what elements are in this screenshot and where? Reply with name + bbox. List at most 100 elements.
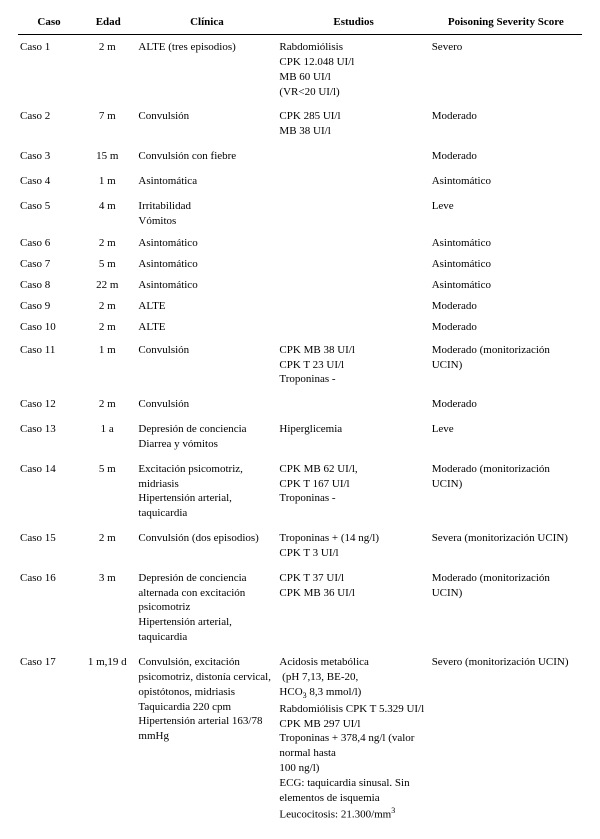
cell-caso: Caso 12 [18, 392, 80, 417]
cell-clinica: Excitación psicomotriz, midriasisHiperte… [136, 457, 277, 526]
cell-edad: 1 m,19 d [80, 650, 136, 827]
cell-score: Moderado (monitorización UCIN) [430, 566, 582, 650]
table-row: Caso 75 mAsintomáticoAsintomático [18, 254, 582, 275]
cell-score: Severa (monitorización UCIN) [430, 526, 582, 566]
cell-estudios [277, 296, 429, 317]
cell-caso: Caso 4 [18, 169, 80, 194]
cell-caso: Caso 6 [18, 233, 80, 254]
table-row: Caso 315 mConvulsión con fiebre Moderado [18, 144, 582, 169]
table-row: Caso 111 mConvulsiónCPK MB 38 UI/lCPK T … [18, 338, 582, 393]
cell-score: Asintomático [430, 254, 582, 275]
cell-estudios [277, 144, 429, 169]
cell-edad: 3 m [80, 566, 136, 650]
cell-estudios [277, 317, 429, 338]
cell-clinica: ALTE [136, 296, 277, 317]
table-row: Caso 54 mIrritabilidadVómitos Leve [18, 194, 582, 234]
cell-score: Moderado [430, 392, 582, 417]
cell-edad: 1 m [80, 169, 136, 194]
cell-caso: Caso 3 [18, 144, 80, 169]
cell-edad: 4 m [80, 194, 136, 234]
cell-caso: Caso 8 [18, 275, 80, 296]
cell-estudios [277, 194, 429, 234]
cell-clinica: ALTE (tres episodios) [136, 35, 277, 105]
cell-clinica: IrritabilidadVómitos [136, 194, 277, 234]
col-caso: Caso [18, 12, 80, 35]
cell-caso: Caso 5 [18, 194, 80, 234]
cell-score: Moderado (monitorización UCIN) [430, 457, 582, 526]
cell-score: Leve [430, 194, 582, 234]
cell-score: Severo [430, 35, 582, 105]
cell-edad: 5 m [80, 457, 136, 526]
cell-estudios [277, 233, 429, 254]
cell-clinica: Convulsión, excitación psicomotriz, dist… [136, 650, 277, 827]
table-row: Caso 102 mALTE Moderado [18, 317, 582, 338]
cell-clinica: Asintomática [136, 169, 277, 194]
cell-estudios: Troponinas + (14 ng/l)CPK T 3 UI/l [277, 526, 429, 566]
cell-score: Leve [430, 417, 582, 457]
cell-caso: Caso 17 [18, 650, 80, 827]
cell-estudios: CPK 285 UI/lMB 38 UI/l [277, 104, 429, 144]
cell-caso: Caso 14 [18, 457, 80, 526]
table-row: Caso 171 m,19 dConvulsión, excitación ps… [18, 650, 582, 827]
cell-edad: 15 m [80, 144, 136, 169]
cell-edad: 1 m [80, 338, 136, 393]
table-row: Caso 163 mDepresión de conciencia altern… [18, 566, 582, 650]
cell-score: Moderado [430, 317, 582, 338]
table-row: Caso 131 aDepresión de concienciaDiarrea… [18, 417, 582, 457]
cell-edad: 2 m [80, 317, 136, 338]
cell-score: Asintomático [430, 275, 582, 296]
cell-score: Asintomático [430, 233, 582, 254]
cell-caso: Caso 7 [18, 254, 80, 275]
cell-edad: 1 a [80, 417, 136, 457]
cell-clinica: Asintomático [136, 275, 277, 296]
cell-clinica: Depresión de concienciaDiarrea y vómitos [136, 417, 277, 457]
cell-estudios [277, 392, 429, 417]
cell-estudios: Hiperglicemia [277, 417, 429, 457]
cell-caso: Caso 2 [18, 104, 80, 144]
table-row: Caso 822 mAsintomáticoAsintomático [18, 275, 582, 296]
table-row: Caso 27 mConvulsiónCPK 285 UI/lMB 38 UI/… [18, 104, 582, 144]
table-row: Caso 122 mConvulsiónModerado [18, 392, 582, 417]
cell-estudios: CPK MB 38 UI/lCPK T 23 UI/lTroponinas - [277, 338, 429, 393]
table-row: Caso 41 mAsintomática Asintomático [18, 169, 582, 194]
cell-caso: Caso 15 [18, 526, 80, 566]
table-row: Caso 152 mConvulsión (dos episodios)Trop… [18, 526, 582, 566]
cell-score: Asintomático [430, 169, 582, 194]
cell-caso: Caso 9 [18, 296, 80, 317]
cell-score: Severo (monitorización UCIN) [430, 650, 582, 827]
cell-caso: Caso 10 [18, 317, 80, 338]
cell-score: Moderado [430, 144, 582, 169]
cell-caso: Caso 1 [18, 35, 80, 105]
cell-edad: 5 m [80, 254, 136, 275]
cell-edad: 2 m [80, 392, 136, 417]
cell-clinica: Asintomático [136, 233, 277, 254]
table-row: Caso 62 mAsintomáticoAsintomático [18, 233, 582, 254]
cases-table: Caso Edad Clínica Estudios Poisoning Sev… [18, 12, 582, 827]
cell-score: Moderado [430, 104, 582, 144]
cell-estudios: CPK T 37 UI/lCPK MB 36 UI/l [277, 566, 429, 650]
cell-caso: Caso 16 [18, 566, 80, 650]
cell-edad: 2 m [80, 296, 136, 317]
cell-edad: 22 m [80, 275, 136, 296]
cell-clinica: Convulsión con fiebre [136, 144, 277, 169]
col-clinica: Clínica [136, 12, 277, 35]
cell-score: Moderado [430, 296, 582, 317]
cell-caso: Caso 11 [18, 338, 80, 393]
table-row: Caso 12 mALTE (tres episodios)Rabdomióli… [18, 35, 582, 105]
cell-estudios [277, 275, 429, 296]
table-row: Caso 92 mALTE Moderado [18, 296, 582, 317]
cell-edad: 2 m [80, 233, 136, 254]
cell-estudios [277, 169, 429, 194]
cell-estudios: CPK MB 62 UI/l,CPK T 167 UI/lTroponinas … [277, 457, 429, 526]
table-row: Caso 145 mExcitación psicomotriz, midria… [18, 457, 582, 526]
cell-clinica: Convulsión (dos episodios) [136, 526, 277, 566]
cell-estudios: Acidosis metabólica (pH 7,13, BE-20,HCO3… [277, 650, 429, 827]
cell-score: Moderado (monitorización UCIN) [430, 338, 582, 393]
cell-edad: 2 m [80, 35, 136, 105]
cell-clinica: ALTE [136, 317, 277, 338]
table-body: Caso 12 mALTE (tres episodios)Rabdomióli… [18, 35, 582, 828]
col-estudios: Estudios [277, 12, 429, 35]
col-score: Poisoning Severity Score [430, 12, 582, 35]
col-edad: Edad [80, 12, 136, 35]
cell-estudios [277, 254, 429, 275]
